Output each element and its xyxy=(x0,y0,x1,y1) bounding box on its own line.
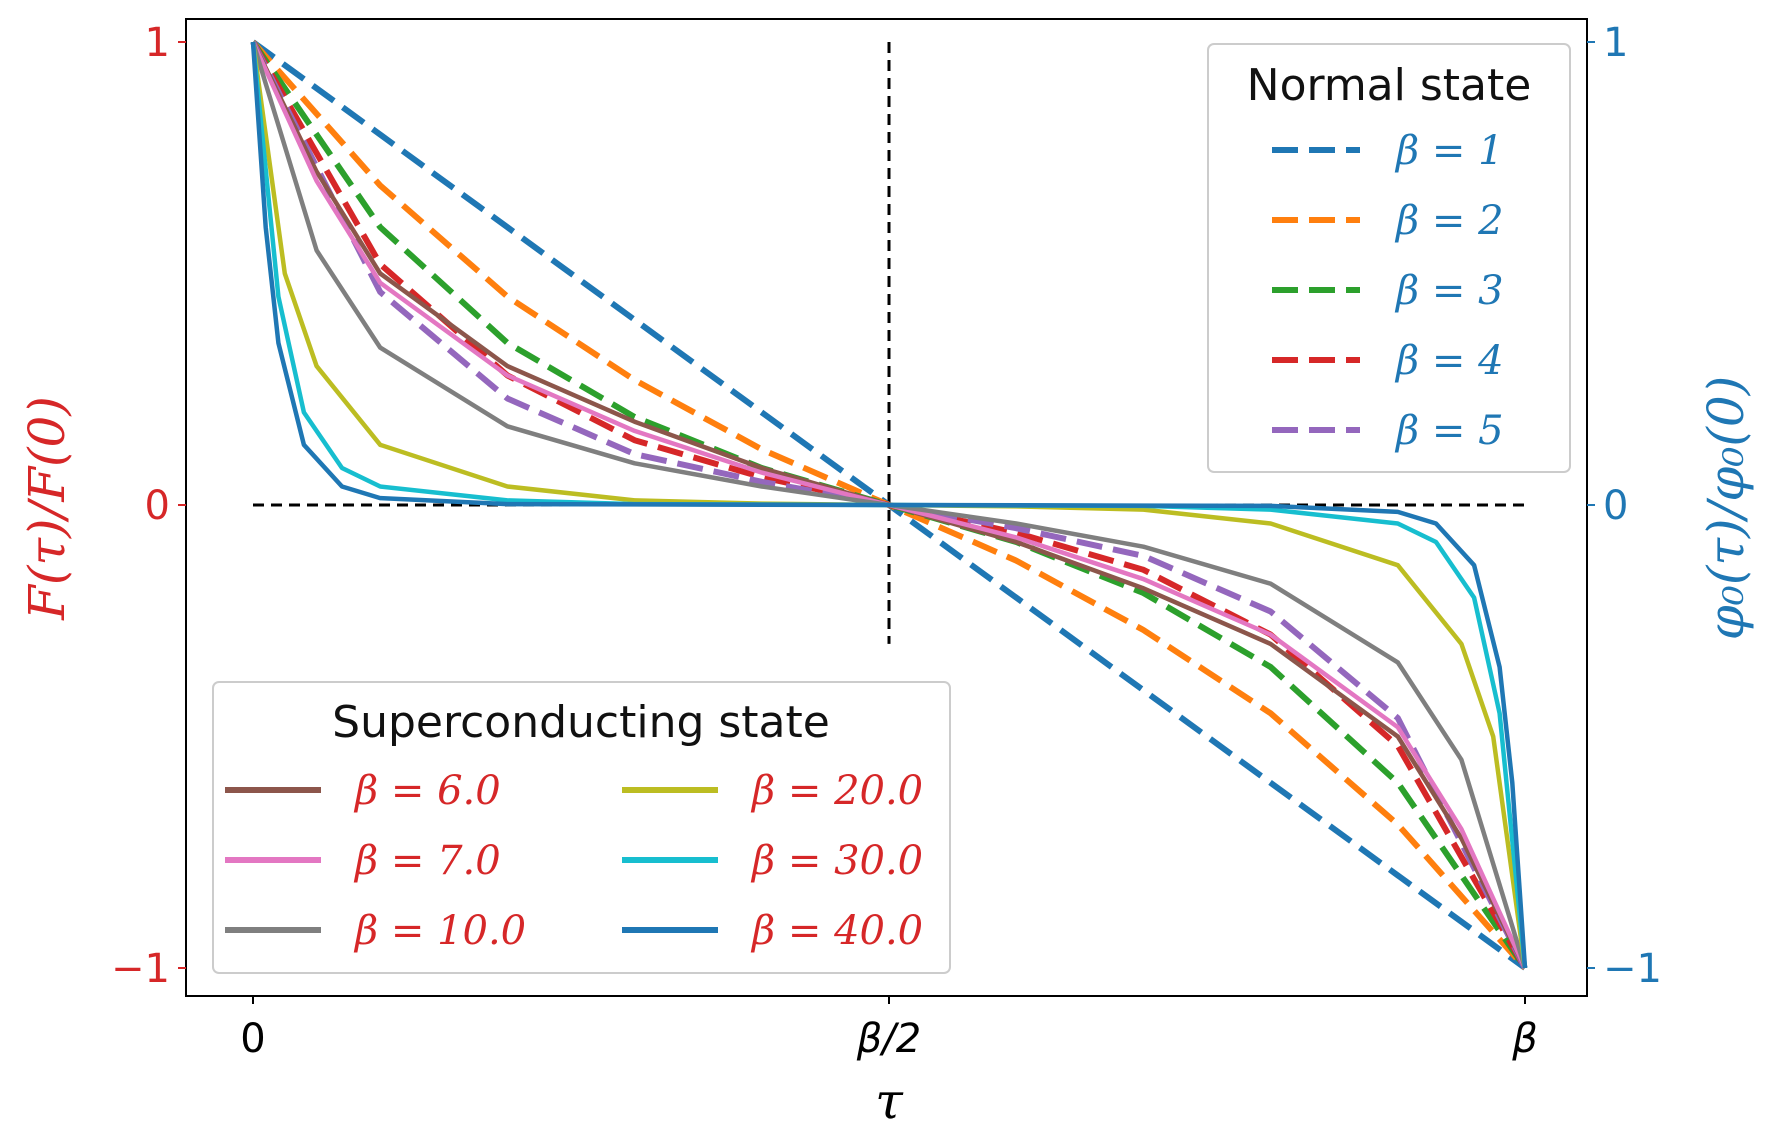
legend-superconducting-state: Superconducting state β = 6.0 β = 7.0 β = 1… xyxy=(212,681,951,974)
legend-title: Superconducting state xyxy=(332,697,830,748)
series-line-40-0 xyxy=(250,41,1528,969)
legend-normal-state: Normal state β = 1 β = 2 β = 3 β = 4 β = 5 xyxy=(1207,43,1571,473)
series-line-5 xyxy=(250,40,1528,970)
y-left-axis-title: F(τ)/F(0) xyxy=(18,396,76,621)
x-tick-label: β/2 xyxy=(856,1016,921,1062)
legend-label-30-0: β = 30.0 xyxy=(750,838,923,884)
legend-label-40-0: β = 40.0 xyxy=(750,908,923,954)
x-tick-label: 0 xyxy=(240,1016,265,1062)
x-axis-title: τ xyxy=(875,1072,904,1130)
legend-label-7-0: β = 7.0 xyxy=(353,838,501,884)
legend-label-4: β = 4 xyxy=(1394,338,1504,384)
series-line-3 xyxy=(250,40,1528,970)
legend-label-3: β = 3 xyxy=(1394,268,1504,314)
y-left-tick-label: −1 xyxy=(111,946,170,992)
x-tick-label: β xyxy=(1511,1016,1538,1062)
y-right-axis-title: φ₀(τ)/φ₀(0) xyxy=(1697,376,1755,640)
y-right-tick-label: −1 xyxy=(1603,946,1662,992)
legend-title: Normal state xyxy=(1247,60,1532,111)
axes: 0 β/2 β 1 0 −1 1 0 −1 τ F(τ)/F(0) φ₀(τ)/φ₀(0) xyxy=(18,20,1755,1130)
y-left-tick-label: 1 xyxy=(145,20,170,66)
y-right-tick-label: 0 xyxy=(1603,483,1628,529)
legend-box xyxy=(1207,43,1571,473)
y-right-tick-label: 1 xyxy=(1603,20,1628,66)
legend-label-10-0: β = 10.0 xyxy=(353,908,526,954)
y-left-tick-label: 0 xyxy=(145,483,170,529)
legend-label-20-0: β = 20.0 xyxy=(750,768,923,814)
legend-box xyxy=(212,681,951,974)
legend-label-2: β = 2 xyxy=(1394,198,1504,244)
legend-label-1: β = 1 xyxy=(1394,128,1504,174)
series-lines xyxy=(250,39,1528,971)
legend-label-5: β = 5 xyxy=(1394,408,1504,454)
legend-label-6-0: β = 6.0 xyxy=(353,768,501,814)
